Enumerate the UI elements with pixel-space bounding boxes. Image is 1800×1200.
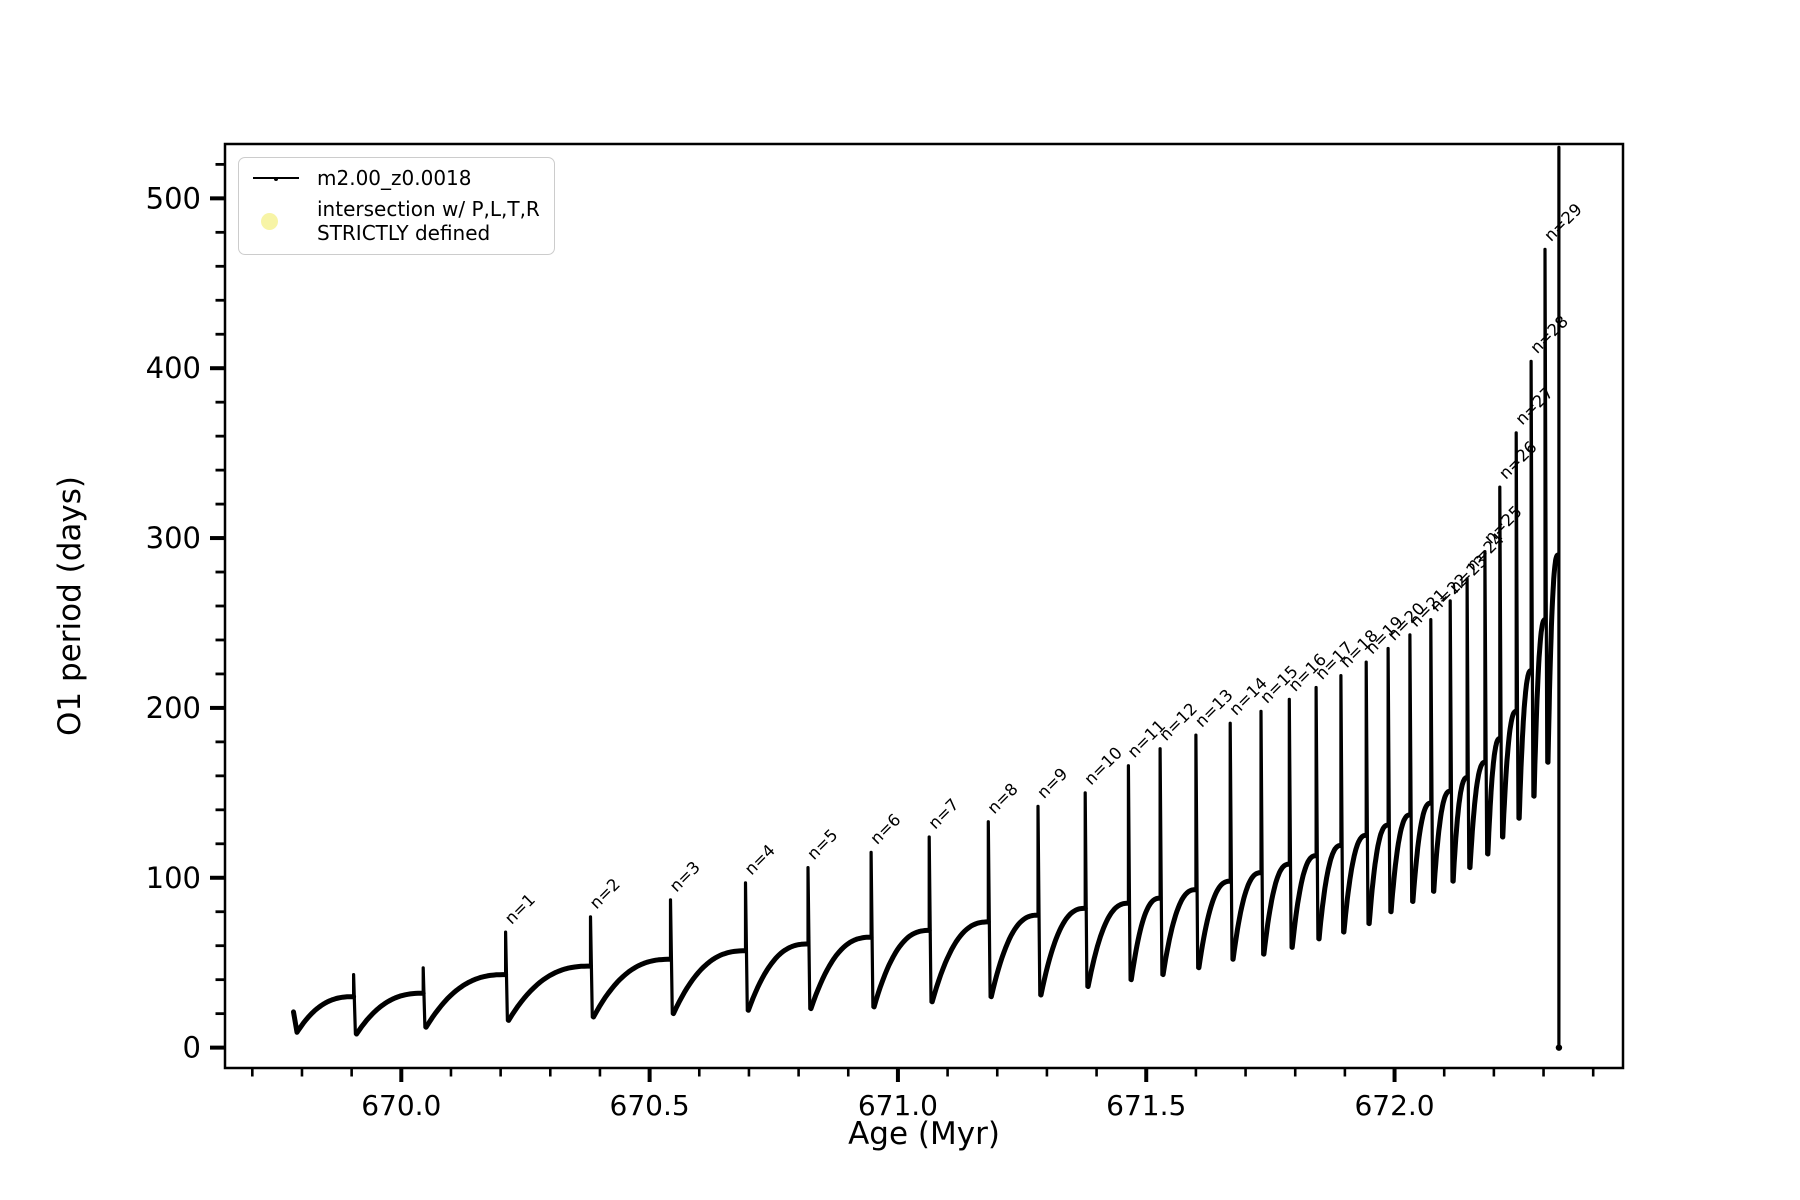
spike-annotation: n=27 xyxy=(1512,383,1557,428)
y-tick-label: 0 xyxy=(183,1031,201,1065)
legend-intersection-line1: intersection w/ P,L,T,R xyxy=(317,197,540,221)
legend-line-marker-col xyxy=(251,176,317,181)
spike-annotation: n=12 xyxy=(1156,699,1201,744)
x-axis-label: Age (Myr) xyxy=(848,1116,1000,1152)
spike-annotation: n=10 xyxy=(1081,743,1126,788)
y-tick-label: 500 xyxy=(146,181,201,215)
circle-marker-icon xyxy=(261,212,278,230)
spike-annotation: n=5 xyxy=(803,825,841,863)
legend-series-label: m2.00_z0.0018 xyxy=(317,166,472,190)
x-tick-label: 672.0 xyxy=(1354,1089,1434,1122)
spike-annotation: n=29 xyxy=(1540,200,1585,245)
spike-annotation: n=7 xyxy=(925,795,963,833)
spike-annotation: n=4 xyxy=(741,841,779,879)
x-tick-label: 670.5 xyxy=(610,1089,690,1122)
y-axis-label: O1 period (days) xyxy=(52,476,88,736)
legend-intersection-line2: STRICTLY defined xyxy=(317,221,491,245)
legend-entry-series: m2.00_z0.0018 xyxy=(251,166,540,190)
y-tick-label: 200 xyxy=(146,691,201,725)
series-curve xyxy=(291,552,1561,1037)
y-tick-label: 300 xyxy=(146,521,201,555)
x-tick-label: 671.0 xyxy=(858,1089,938,1122)
spike-annotation: n=28 xyxy=(1527,312,1572,357)
x-tick-label: 670.0 xyxy=(361,1089,441,1122)
legend-intersection-label: intersection w/ P,L,T,R STRICTLY defined xyxy=(317,197,540,245)
spike-annotation: n=3 xyxy=(666,858,704,896)
spike-annotation: n=1 xyxy=(501,890,539,928)
spike-annotation: n=8 xyxy=(984,780,1022,818)
legend-circle-marker-col xyxy=(251,212,317,230)
y-tick-label: 100 xyxy=(146,861,201,895)
y-tick-label: 400 xyxy=(146,351,201,385)
line-marker-icon xyxy=(253,176,299,181)
series-spikes xyxy=(352,145,1561,1050)
spike-annotation: n=6 xyxy=(867,810,905,848)
x-tick-label: 671.5 xyxy=(1106,1089,1186,1122)
dot-marker-icon xyxy=(274,176,278,181)
final-endpoint-dot xyxy=(1555,1044,1563,1051)
spike-annotation: n=2 xyxy=(586,875,624,913)
spike-annotation: n=9 xyxy=(1033,764,1071,802)
legend: m2.00_z0.0018 intersection w/ P,L,T,R ST… xyxy=(238,157,555,255)
legend-entry-intersection: intersection w/ P,L,T,R STRICTLY defined xyxy=(251,197,540,245)
